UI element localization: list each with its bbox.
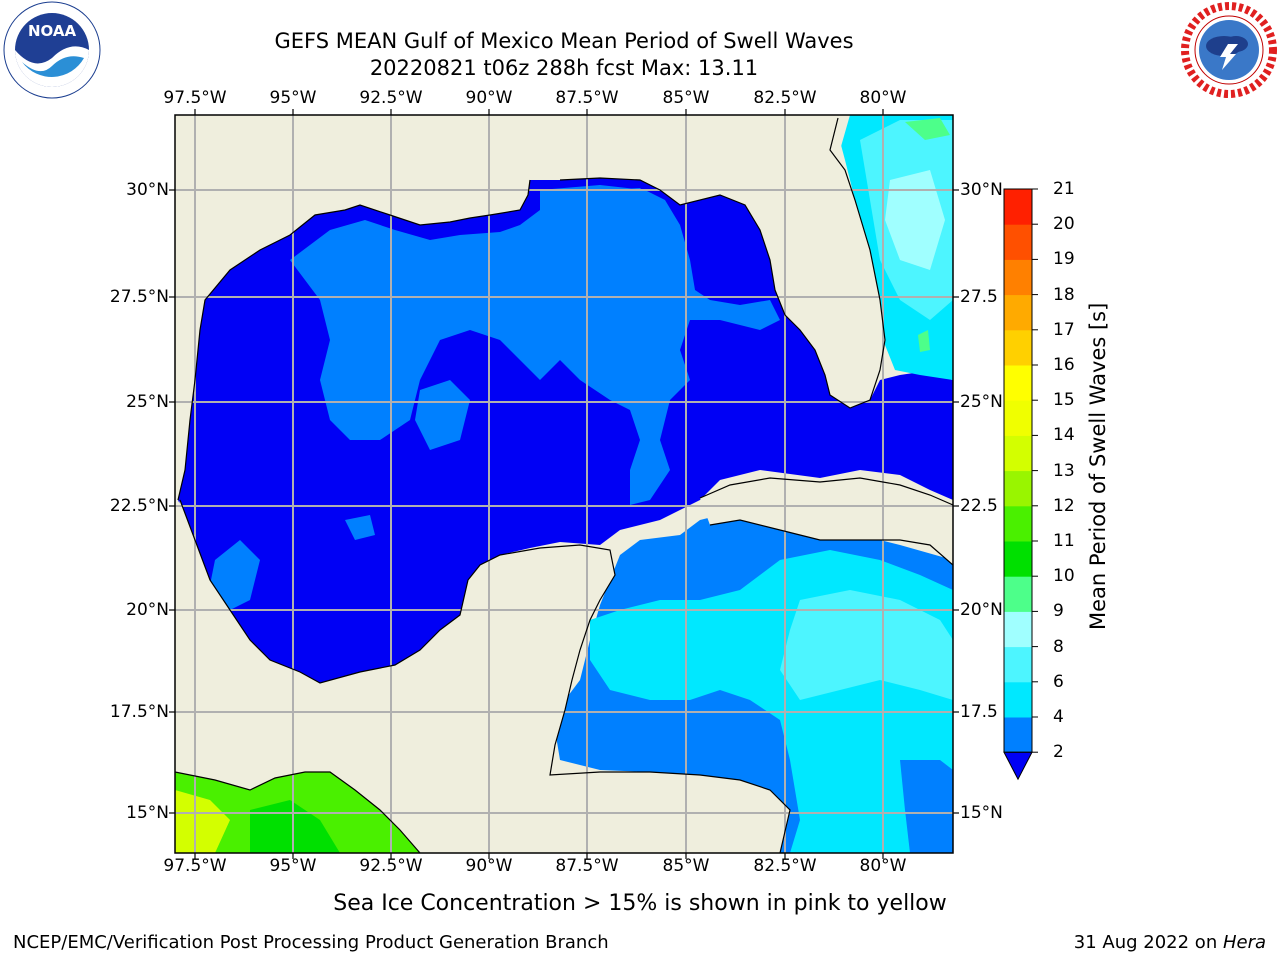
colorbar-bin: [1004, 224, 1032, 260]
lon-label-top: 97.5°W: [163, 88, 227, 108]
colorbar-tick-label: 13: [1053, 460, 1075, 481]
colorbar-tick-label: 9: [1053, 601, 1064, 622]
caribbean-water-light-cyan: [780, 590, 953, 700]
colorbar-bin: [1004, 294, 1032, 331]
lat-label-right: 30°N: [960, 180, 1003, 200]
lat-label-right: 27.5: [960, 287, 998, 307]
gulf-water-mid-blue: [290, 185, 780, 505]
colorbar-tick-label: 12: [1053, 495, 1075, 516]
atlantic-water-green: [905, 118, 950, 140]
colorbar-tick-label: 20: [1053, 214, 1075, 235]
lat-label-left: 30°N: [126, 180, 169, 200]
colorbar-bin: [1004, 435, 1032, 472]
pacific-water-yellow-green: [175, 790, 230, 853]
lon-label-top: 87.5°W: [555, 88, 619, 108]
atlantic-water-green: [918, 330, 930, 352]
map-subtitle: 20220821 t06z 288h fcst Max: 13.11: [369, 56, 759, 80]
map-frame: [174, 114, 954, 854]
colorbar-bin: [1004, 470, 1032, 507]
colorbar-tick-label: 14: [1053, 425, 1075, 446]
colorbar-tick-label: 10: [1053, 566, 1075, 587]
sea-ice-note: Sea Ice Concentration > 15% is shown in …: [333, 891, 947, 916]
caribbean-water-patch: [900, 760, 953, 853]
lon-label-top: 95°W: [269, 88, 317, 108]
lon-label-top: 82.5°W: [753, 88, 817, 108]
atlantic-water-pale-cyan: [885, 170, 945, 270]
lat-label-left: 17.5°N: [109, 702, 169, 722]
coastline: [559, 117, 886, 409]
coastline: [699, 477, 953, 506]
lat-label-left: 25°N: [126, 392, 169, 412]
coastline: [709, 519, 953, 566]
lat-label-left: 20°N: [126, 600, 169, 620]
colorbar-bin: [1004, 611, 1032, 648]
lat-label-right: 15°N: [960, 803, 1003, 823]
colorbar-label: Mean Period of Swell Waves [s]: [1086, 302, 1110, 630]
coastline: [179, 499, 791, 853]
land-florida-peninsula: [765, 170, 885, 405]
colorbar-tick-label: 18: [1053, 284, 1075, 305]
colorbar-tick-label: 16: [1053, 355, 1075, 375]
colorbar-bin: [1004, 717, 1032, 753]
colorbar-tick-label: 19: [1053, 249, 1075, 270]
colorbar-tick-label: 4: [1053, 707, 1064, 727]
colorbar-tick-label: 21: [1053, 179, 1075, 199]
colorbar-tick-label: 11: [1053, 531, 1075, 551]
gulf-water-patch: [595, 188, 660, 240]
noaa-logo: NOAA: [3, 1, 101, 99]
lon-label-top: 80°W: [859, 88, 907, 108]
map-title: GEFS MEAN Gulf of Mexico Mean Period of …: [274, 29, 854, 53]
colorbar-bin: [1004, 505, 1032, 542]
lon-label-top: 90°W: [465, 88, 513, 108]
colorbar-bin: [1004, 541, 1032, 577]
lon-label-bottom: 82.5°W: [753, 856, 817, 876]
colorbar-bin: [1004, 365, 1032, 401]
generated-date: 31 Aug 2022 on Hera: [1074, 932, 1266, 953]
lat-label-right: 17.5: [960, 702, 998, 722]
colorbar-bin: [1004, 259, 1032, 296]
lat-label-left: 22.5°N: [109, 496, 169, 516]
nws-logo: [1181, 2, 1277, 98]
gulf-water-patch: [210, 540, 260, 610]
colorbar-tick-label: 2: [1053, 742, 1064, 763]
lon-label-bottom: 97.5°W: [163, 856, 227, 876]
colorbar-bin: [1004, 646, 1032, 683]
lat-label-right: 22.5: [960, 496, 998, 516]
lon-label-bottom: 95°W: [269, 856, 317, 876]
colorbar-bin: [1004, 189, 1032, 225]
land-mexico-central-america: [175, 500, 790, 853]
colorbar-bin: [1004, 400, 1032, 436]
lat-label-left: 15°N: [126, 803, 169, 823]
map-layers: [175, 115, 953, 853]
coastline: [177, 179, 531, 501]
colorbar-tick-label: 17: [1053, 319, 1075, 340]
colorbar-bin: [1004, 576, 1032, 612]
date-text: 31 Aug 2022 on: [1073, 932, 1223, 953]
noaa-logo-wordmark: NOAA: [28, 22, 77, 40]
colorbar-tick-label: 15: [1053, 390, 1075, 411]
lon-label-bottom: 80°W: [859, 856, 907, 876]
lon-label-bottom: 90°W: [465, 856, 513, 876]
coastline: [175, 771, 421, 853]
lon-label-bottom: 85°W: [662, 856, 710, 876]
credit-text: NCEP/EMC/Verification Post Processing Pr…: [13, 932, 609, 953]
colorbar-tick-label: 8: [1053, 636, 1064, 657]
gulf-water-patch: [345, 515, 375, 540]
colorbar-tick-label: 6: [1053, 671, 1064, 692]
lon-label-bottom: 87.5°W: [555, 856, 619, 876]
colorbar-bin: [1004, 681, 1032, 718]
machine-name: Hera: [1222, 932, 1266, 953]
gulf-water-patch: [415, 380, 470, 450]
colorbar-bin: [1004, 329, 1032, 366]
lat-label-left: 27.5°N: [109, 287, 169, 307]
lon-label-top: 92.5°W: [359, 88, 423, 108]
lat-label-right: 20°N: [960, 600, 1003, 620]
land-cuba: [700, 478, 953, 565]
colorbar-extend-triangle: [1003, 751, 1033, 781]
land-north-florida: [745, 115, 850, 205]
lat-label-right: 25°N: [960, 392, 1003, 412]
lon-label-bottom: 92.5°W: [359, 856, 423, 876]
lon-label-top: 85°W: [662, 88, 710, 108]
